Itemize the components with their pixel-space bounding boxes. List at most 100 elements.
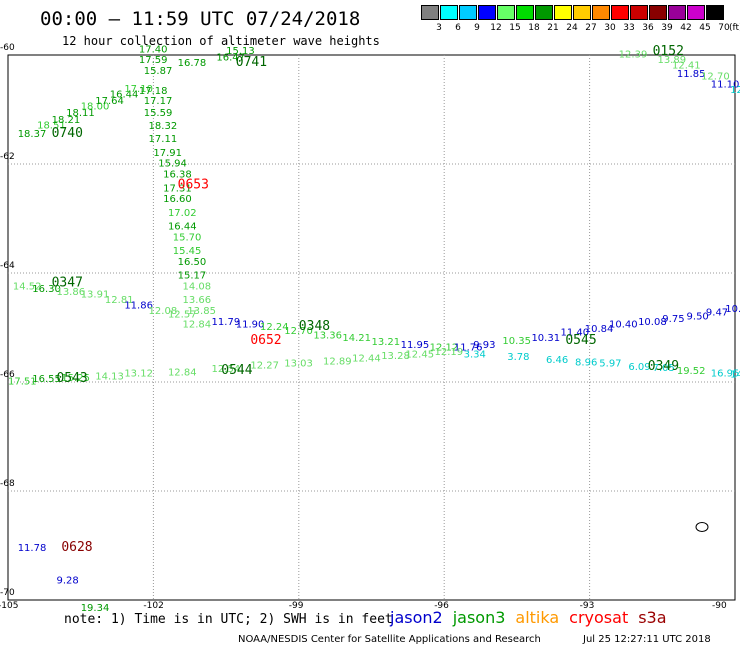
wave-height-value: 6.46	[546, 355, 568, 366]
colorbar-label: 3	[436, 23, 442, 33]
lat-label: -64	[0, 261, 15, 271]
wave-height-value: 16.44	[168, 221, 197, 232]
mission-legend: jason2 jason3 altika cryosat s3a	[390, 608, 677, 627]
mission-altika: altika	[515, 608, 560, 627]
lat-label: -60	[0, 43, 15, 53]
wave-height-value: 7.05	[653, 363, 675, 374]
wave-height-points: 18.3718.5118.2118.1118.0017.6416.4417.10…	[8, 44, 740, 614]
wave-height-value: 12.81	[105, 295, 134, 306]
wave-height-value: 12.24	[260, 322, 289, 333]
wave-height-value: 13.66	[182, 295, 211, 306]
wave-height-value: 9.75	[662, 314, 684, 325]
wave-height-value: 17.31	[163, 183, 192, 194]
wave-height-value: 9.93	[473, 340, 495, 351]
lon-label: -105	[0, 601, 19, 611]
colorbar-label: 24	[566, 23, 578, 33]
pass-time-label: 0348	[299, 319, 330, 334]
wave-height-value: 3.78	[507, 352, 529, 363]
wave-height-value: 15.94	[158, 159, 187, 170]
colorbar-label: 36	[642, 23, 654, 33]
wave-height-value: 10.08	[638, 317, 667, 328]
wave-height-value: 15.25	[61, 373, 90, 384]
colorbar-label: 30	[604, 23, 616, 33]
pass-time-label: 0628	[61, 540, 92, 555]
wave-height-value: 13.21	[372, 337, 401, 348]
wave-height-value: 18.11	[66, 108, 95, 119]
wave-height-value: 18.32	[149, 121, 178, 132]
pass-time-label: 0741	[236, 55, 267, 70]
wave-height-value: 13.86	[56, 287, 85, 298]
pass-time-label: 0347	[52, 276, 83, 291]
wave-height-value: 12.19	[435, 347, 464, 358]
lon-label: -93	[579, 601, 595, 611]
wave-height-value: 11.90	[236, 320, 265, 331]
colorbar-label: 15	[509, 23, 521, 33]
colorbar-label: 9	[474, 23, 480, 33]
lat-label: -70	[0, 588, 15, 598]
wave-height-value: 17.51	[8, 377, 37, 388]
wave-height-value: 15.45	[173, 246, 202, 257]
wave-height-value: 11.86	[124, 300, 153, 311]
wave-height-value: 12.70	[284, 326, 313, 337]
pass-time-label: 0152	[653, 44, 684, 59]
wave-height-value: 10.31	[531, 333, 560, 344]
wave-height-value: 14.08	[182, 281, 211, 292]
credit-text: NOAA/NESDIS Center for Satellite Applica…	[238, 634, 541, 645]
page-title: 00:00 – 11:59 UTC 07/24/2018	[40, 8, 361, 30]
colorbar-label: 42	[680, 23, 692, 33]
map-frame	[7, 54, 736, 601]
pass-time-label: 0545	[565, 333, 596, 348]
wave-height-value: 8.96	[575, 358, 597, 369]
colorbar-label: 70	[718, 23, 730, 33]
colorbar-swatch	[497, 5, 515, 20]
wave-height-value: 12.41	[672, 61, 701, 72]
wave-height-value: 12.45	[405, 349, 434, 360]
pass-time-label: 0544	[221, 363, 252, 378]
colorbar-label: 27	[585, 23, 597, 33]
wave-height-value: 12.14	[730, 85, 740, 96]
lon-label: -96	[434, 601, 449, 611]
wave-height-value: 12.12	[430, 342, 459, 353]
credit-timestamp: Jul 25 12:27:11 UTC 2018	[583, 634, 711, 645]
wave-height-value: 12.70	[701, 72, 730, 83]
wave-height-value: 9.28	[56, 576, 78, 587]
wave-height-value: 12.54	[212, 364, 241, 375]
wave-height-value: 16.50	[178, 257, 207, 268]
colorbar-label: 18	[528, 23, 540, 33]
mission-jason3: jason3	[452, 608, 506, 627]
wave-height-value: 13.12	[124, 369, 153, 380]
colorbar-swatch	[649, 5, 667, 20]
colorbar-label: 6	[455, 23, 461, 33]
wave-height-value: 15.87	[144, 66, 173, 77]
wave-height-value: 16.60	[163, 194, 192, 205]
wave-height-value: 11.79	[212, 317, 241, 328]
wave-height-value: 17.40	[139, 44, 168, 55]
wave-height-value: 15.17	[178, 270, 207, 281]
wave-height-value: 10.35	[502, 336, 531, 347]
colorbar-swatch	[478, 5, 496, 20]
lat-label: -62	[0, 152, 15, 162]
wave-height-value: 11.10	[711, 80, 740, 91]
page-subtitle: 12 hour collection of altimeter wave hei…	[62, 34, 380, 48]
wave-height-value: 13.89	[657, 55, 686, 66]
pass-time-label: 0652	[250, 333, 281, 348]
wave-height-value: 12.39	[619, 50, 648, 61]
wave-height-value: 9.47	[706, 308, 728, 319]
lat-label: -68	[0, 479, 15, 489]
wave-height-value: 3.34	[464, 349, 486, 360]
pass-time-label: 0349	[648, 359, 679, 374]
colorbar-swatch	[573, 5, 591, 20]
wave-height-value: 17.18	[139, 86, 168, 97]
note-text: note: 1) Time is in UTC; 2) SWH is in fe…	[64, 612, 393, 627]
colorbar-swatch	[611, 5, 629, 20]
wave-height-value: 11.76	[454, 342, 483, 353]
mission-cryosat: cryosat	[569, 608, 629, 627]
colorbar-swatch	[592, 5, 610, 20]
wave-height-value: 16.55	[32, 374, 61, 385]
wave-height-value: 12.84	[182, 320, 211, 331]
pass-time-label: 0740	[52, 126, 83, 141]
wave-height-value: 11.85	[677, 69, 706, 80]
wave-height-value: 16.78	[178, 58, 207, 69]
map-grid	[7, 54, 736, 601]
